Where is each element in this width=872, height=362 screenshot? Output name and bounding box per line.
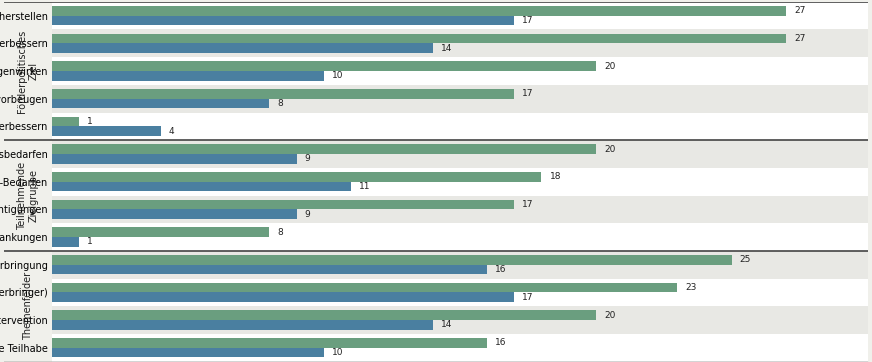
Text: 16: 16 — [495, 265, 507, 274]
Bar — [51, 2, 868, 29]
Text: 4: 4 — [169, 127, 174, 136]
Text: Förderpolitisches
Ziel: Förderpolitisches Ziel — [17, 29, 39, 113]
Bar — [51, 16, 514, 25]
Bar — [51, 255, 732, 265]
Text: 20: 20 — [604, 311, 616, 320]
Bar — [51, 200, 514, 209]
Text: Teilnehmende
Zielgruppe: Teilnehmende Zielgruppe — [17, 161, 39, 230]
Bar — [51, 172, 542, 182]
Bar — [51, 334, 868, 362]
Bar — [51, 209, 296, 219]
Bar — [51, 85, 868, 113]
Text: 9: 9 — [304, 210, 310, 219]
Bar — [51, 306, 868, 334]
Text: 18: 18 — [549, 172, 561, 181]
Bar — [51, 195, 868, 223]
Bar — [51, 34, 786, 43]
Bar — [51, 279, 868, 306]
Text: 27: 27 — [794, 34, 806, 43]
Bar — [51, 311, 596, 320]
Bar — [51, 292, 514, 302]
Bar — [51, 99, 269, 108]
Bar — [51, 168, 868, 195]
Bar — [51, 182, 351, 191]
Text: 8: 8 — [277, 228, 283, 237]
Bar — [51, 61, 596, 71]
Bar — [51, 227, 269, 237]
Bar — [51, 223, 868, 251]
Bar — [51, 251, 868, 279]
Bar — [51, 71, 324, 81]
Text: 14: 14 — [440, 320, 452, 329]
Text: 20: 20 — [604, 62, 616, 71]
Text: Themenfelder: Themenfelder — [23, 272, 33, 340]
Text: 25: 25 — [739, 256, 751, 264]
Text: 23: 23 — [685, 283, 697, 292]
Text: 8: 8 — [277, 99, 283, 108]
Bar — [51, 348, 324, 358]
Text: 16: 16 — [495, 338, 507, 348]
Text: 10: 10 — [332, 71, 344, 80]
Bar — [51, 57, 868, 85]
Bar — [51, 265, 487, 274]
Text: 1: 1 — [87, 117, 93, 126]
Bar — [51, 283, 678, 292]
Bar — [51, 140, 868, 168]
Text: 27: 27 — [794, 6, 806, 15]
Text: 17: 17 — [522, 293, 534, 302]
Bar — [51, 117, 79, 126]
Text: 9: 9 — [304, 154, 310, 163]
Text: 17: 17 — [522, 16, 534, 25]
Bar — [51, 29, 868, 57]
Bar — [51, 113, 868, 140]
Text: 17: 17 — [522, 200, 534, 209]
Text: 10: 10 — [332, 348, 344, 357]
Text: 1: 1 — [87, 237, 93, 247]
Text: 14: 14 — [440, 44, 452, 53]
Bar — [51, 43, 433, 53]
Bar — [51, 144, 596, 154]
Bar — [51, 237, 79, 247]
Text: 20: 20 — [604, 145, 616, 154]
Bar — [51, 320, 433, 330]
Bar — [51, 126, 160, 136]
Bar — [51, 89, 514, 99]
Bar — [51, 154, 296, 164]
Text: 17: 17 — [522, 89, 534, 98]
Bar — [51, 6, 786, 16]
Bar — [51, 338, 487, 348]
Text: 11: 11 — [359, 182, 371, 191]
